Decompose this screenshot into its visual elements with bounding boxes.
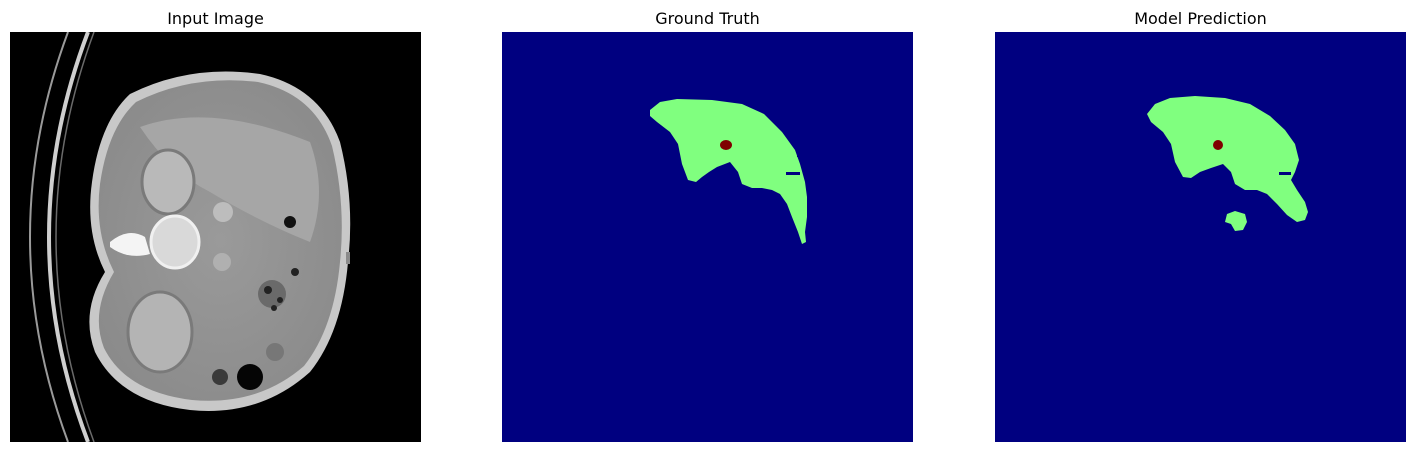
model-prediction-mask [995,32,1406,442]
model-prediction-title: Model Prediction [1134,9,1267,28]
input-image-title: Input Image [167,9,264,28]
ground-truth-mask [502,32,913,442]
ground-truth-title: Ground Truth [655,9,760,28]
input-ct-image [10,32,421,442]
